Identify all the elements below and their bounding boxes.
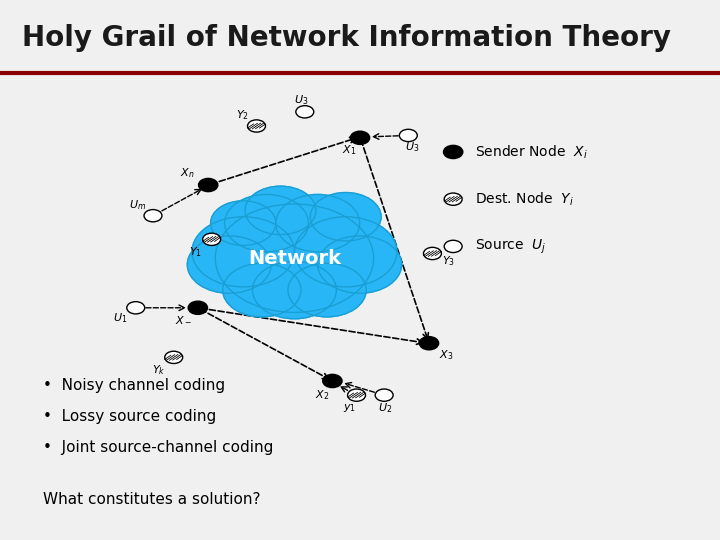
Circle shape [222, 264, 301, 317]
Circle shape [188, 301, 207, 314]
Text: $U_3$: $U_3$ [294, 93, 309, 107]
Text: Dest. Node  $Y_i$: Dest. Node $Y_i$ [475, 191, 574, 208]
Text: Network: Network [248, 249, 341, 268]
Text: $Y_1$: $Y_1$ [189, 245, 202, 259]
Circle shape [294, 217, 397, 287]
Text: Source  $U_j$: Source $U_j$ [475, 237, 547, 255]
Text: •  Noisy channel coding: • Noisy channel coding [42, 378, 225, 393]
Text: $U_3$: $U_3$ [405, 140, 420, 154]
Circle shape [215, 204, 374, 313]
Circle shape [323, 374, 342, 388]
Text: $X_2$: $X_2$ [315, 388, 329, 402]
Circle shape [444, 145, 463, 159]
Circle shape [444, 240, 462, 253]
Circle shape [348, 389, 366, 401]
Text: What constitutes a solution?: What constitutes a solution? [42, 491, 260, 507]
Circle shape [127, 302, 145, 314]
Text: $U_2$: $U_2$ [379, 401, 392, 415]
Circle shape [318, 236, 402, 293]
Text: •  Joint source-channel coding: • Joint source-channel coding [42, 440, 273, 455]
Circle shape [245, 186, 316, 234]
Circle shape [444, 193, 462, 205]
Circle shape [199, 178, 218, 192]
Circle shape [192, 217, 294, 287]
Text: $X_-$: $X_-$ [176, 314, 193, 325]
Circle shape [351, 131, 369, 144]
Text: •  Lossy source coding: • Lossy source coding [42, 409, 216, 424]
Text: Sender Node  $X_i$: Sender Node $X_i$ [475, 143, 588, 161]
Circle shape [225, 194, 308, 252]
Text: $U_m$: $U_m$ [130, 198, 146, 212]
Text: $X_1$: $X_1$ [343, 143, 357, 157]
Text: $y_1$: $y_1$ [343, 402, 356, 414]
Text: $X_n$: $X_n$ [180, 166, 194, 180]
Circle shape [248, 120, 266, 132]
Text: $U_1$: $U_1$ [113, 311, 127, 325]
Text: Holy Grail of Network Information Theory: Holy Grail of Network Information Theory [22, 24, 670, 52]
Circle shape [211, 201, 276, 246]
Circle shape [400, 129, 418, 141]
Circle shape [203, 233, 220, 246]
Text: $X_3$: $X_3$ [439, 348, 454, 362]
Circle shape [423, 247, 441, 260]
Circle shape [296, 106, 314, 118]
Text: $Y_k$: $Y_k$ [152, 363, 166, 377]
Circle shape [144, 210, 162, 222]
Circle shape [375, 389, 393, 401]
Circle shape [276, 194, 360, 252]
Circle shape [288, 264, 366, 317]
Circle shape [187, 236, 271, 293]
Circle shape [253, 261, 336, 319]
Circle shape [310, 193, 381, 241]
Circle shape [165, 351, 183, 363]
Text: $Y_2$: $Y_2$ [236, 108, 249, 122]
Text: $Y_3$: $Y_3$ [442, 255, 455, 268]
Circle shape [419, 336, 438, 350]
